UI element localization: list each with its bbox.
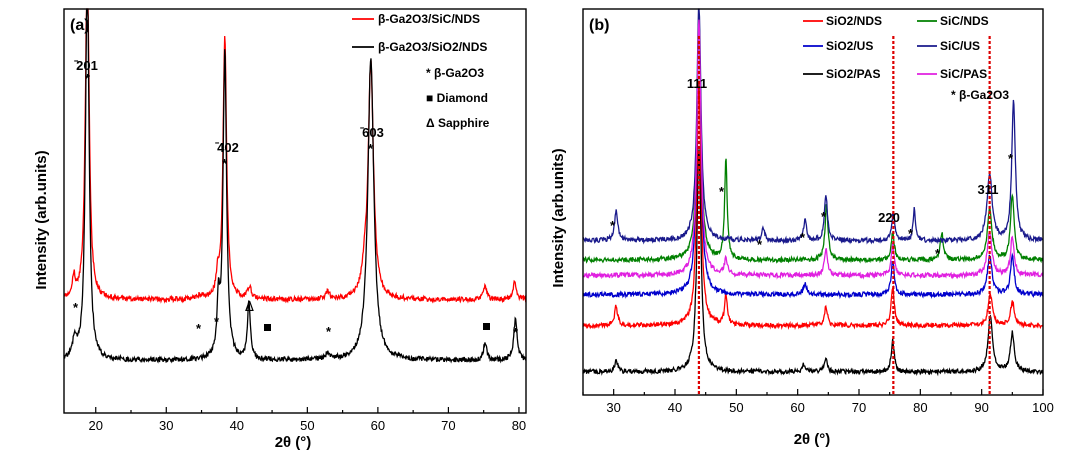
- panel-b-frame: [582, 8, 1044, 396]
- peak-label-311: 311: [978, 182, 999, 197]
- peak-label-201: ̄201: [74, 58, 98, 73]
- panel-a-x-ticks: 20 30 40 50 60 70 80: [89, 407, 526, 433]
- peak-label-220: 220: [878, 210, 900, 225]
- legend-label: β-Ga2O3/SiO2/NDS: [378, 40, 487, 54]
- panel-a-label: (a): [70, 17, 90, 34]
- legend-label: Δ Sapphire: [426, 116, 490, 130]
- panel-b-markers: * * * * * * * *: [610, 151, 1014, 261]
- star-marker: *: [85, 71, 91, 86]
- legend-label: β-Ga2O3/SiC/NDS: [378, 12, 480, 26]
- x-tick-label: 20: [89, 418, 103, 433]
- diamond-marker: [264, 324, 271, 331]
- panel-a-legend: β-Ga2O3/SiC/NDS β-Ga2O3/SiO2/NDS * β-Ga2…: [352, 12, 490, 130]
- x-tick-label: 50: [300, 418, 314, 433]
- x-tick-label: 80: [913, 400, 927, 415]
- panel-a-curves: [63, 8, 527, 364]
- star-marker: *: [222, 156, 228, 171]
- series-line: [582, 15, 1044, 300]
- sapphire-marker: Δ: [245, 300, 254, 315]
- star-marker: *: [513, 325, 519, 340]
- legend-label: ■ Diamond: [426, 91, 488, 105]
- x-tick-label: 90: [974, 400, 988, 415]
- star-marker: *: [935, 246, 941, 261]
- legend-label: SiC/PAS: [940, 67, 987, 81]
- panel-b: Intensity (arb.units) 2θ (°) * * * * * *…: [550, 8, 1054, 448]
- series-line: [63, 8, 527, 364]
- peak-label-603: ̄603: [360, 125, 384, 140]
- star-marker: *: [800, 230, 806, 245]
- panel-b-xlabel: 2θ (°): [794, 431, 831, 448]
- panel-b-ylabel: Intensity (arb.units): [550, 148, 567, 287]
- panel-b-x-ticks: 30 40 50 60 70 80 90 100: [582, 389, 1054, 415]
- legend-label: SiC/NDS: [940, 14, 989, 28]
- panel-a-ylabel: Intensity (arb.units): [33, 150, 50, 289]
- x-tick-label: 30: [159, 418, 173, 433]
- peak-label-402: ̄402: [215, 140, 239, 155]
- series-line: [63, 8, 527, 304]
- x-tick-label: 40: [668, 400, 682, 415]
- x-tick-label: 50: [729, 400, 743, 415]
- star-marker: *: [757, 237, 763, 252]
- star-marker: *: [610, 218, 616, 233]
- panel-a: Intensity (arb.units) 2θ (°) * * * * * *…: [33, 8, 527, 451]
- x-tick-label: 100: [1032, 400, 1054, 415]
- legend-label: * β-Ga2O3: [951, 88, 1009, 102]
- star-marker: *: [1008, 151, 1014, 166]
- star-marker: *: [821, 209, 827, 224]
- star-marker: *: [73, 300, 79, 315]
- legend-label: SiO2/US: [826, 39, 873, 53]
- x-tick-label: 30: [606, 400, 620, 415]
- star-marker: *: [719, 184, 725, 199]
- star-marker: *: [214, 314, 220, 329]
- series-line: [582, 29, 1044, 264]
- x-tick-label: 60: [371, 418, 385, 433]
- legend-label: * β-Ga2O3: [426, 66, 484, 80]
- legend-label: SiC/US: [940, 39, 980, 53]
- star-marker: *: [326, 324, 332, 339]
- panel-a-markers: * * * * * * * * Δ: [73, 71, 519, 340]
- panel-b-peak-labels: 111 220 311: [687, 76, 999, 225]
- legend-label: SiO2/PAS: [826, 67, 880, 81]
- panel-b-reference-lines: [697, 36, 991, 395]
- x-tick-label: 80: [512, 418, 526, 433]
- star-marker: *: [196, 321, 202, 336]
- panel-a-xlabel: 2θ (°): [275, 434, 312, 451]
- panel-a-peak-labels: ̄201 ̄402 ̄603: [74, 58, 384, 155]
- series-line: [582, 8, 1043, 245]
- panel-b-legend: SiO2/NDS SiC/NDS SiO2/US SiC/US SiO2/PAS…: [803, 14, 1009, 102]
- star-marker: *: [368, 141, 374, 156]
- diamond-marker: [483, 323, 490, 330]
- peak-label-111: 111: [687, 76, 707, 91]
- x-tick-label: 60: [790, 400, 804, 415]
- series-line: [582, 19, 1044, 280]
- legend-label: SiO2/NDS: [826, 14, 882, 28]
- star-marker: *: [908, 226, 914, 241]
- panel-b-curves: [582, 8, 1044, 377]
- x-tick-label: 70: [852, 400, 866, 415]
- panel-a-frame: [63, 8, 527, 414]
- x-tick-label: 70: [441, 418, 455, 433]
- series-line: [582, 83, 1044, 331]
- panel-b-label: (b): [589, 17, 609, 34]
- series-line: [582, 149, 1044, 377]
- x-tick-label: 40: [230, 418, 244, 433]
